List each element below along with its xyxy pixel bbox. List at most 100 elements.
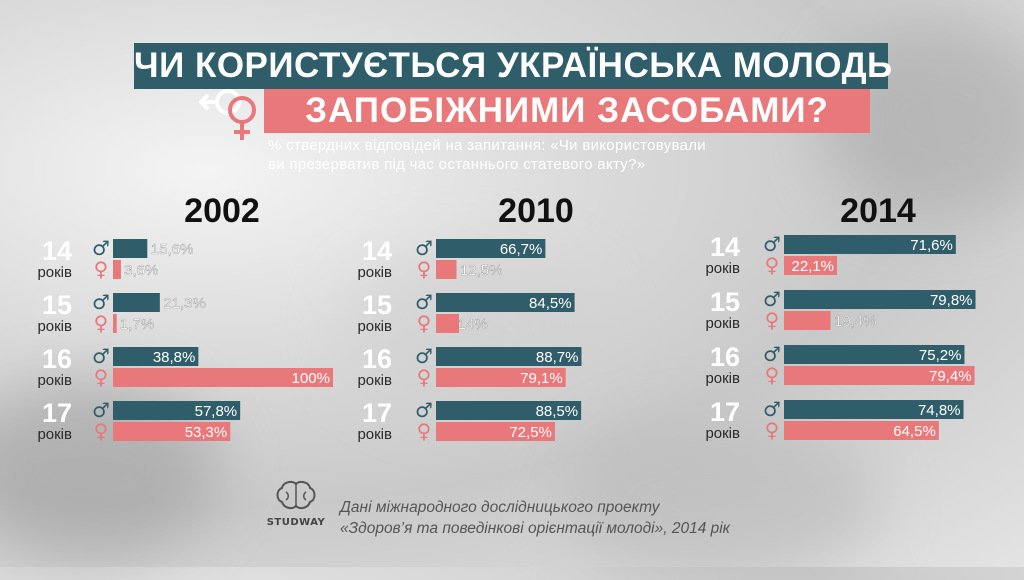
female-icon: ♀ [765, 418, 780, 442]
bar-male [436, 347, 582, 366]
title-line-1: ЧИ КОРИСТУЄТЬСЯ УКРАЇНСЬКА МОЛОДЬ [134, 43, 892, 89]
age-label: 14 [42, 236, 72, 266]
year-2002: 2002 [184, 192, 260, 230]
male-icon: ♂ [415, 290, 433, 314]
age-unit-label: років [357, 318, 392, 335]
age-unit-label: років [357, 426, 392, 443]
value-label: 79,4% [929, 368, 972, 385]
bar-female [113, 260, 121, 279]
bar-female [436, 422, 555, 441]
bar-female [436, 260, 457, 279]
age-unit-label: років [705, 315, 740, 332]
gender-symbol-icon [198, 89, 256, 140]
male-icon: ♂ [92, 290, 110, 314]
age-unit-label: років [37, 372, 72, 389]
year-2010: 2010 [498, 192, 574, 230]
value-label: 1,7% [120, 316, 154, 333]
bar-female [113, 422, 231, 441]
bar-male [436, 239, 546, 258]
female-icon: ♀ [94, 365, 109, 389]
bar-female [113, 314, 117, 333]
age-label: 15 [362, 290, 392, 320]
bar-male [784, 400, 964, 419]
source-line-1: Дані міжнародного дослідницького проекту [340, 499, 660, 516]
age-unit-label: років [705, 425, 740, 442]
male-icon: ♂ [92, 344, 110, 368]
age-label: 16 [362, 344, 392, 374]
subtitle: % ствердних відповідей на запитання: «Чи… [268, 136, 828, 174]
age-unit-label: років [705, 260, 740, 277]
age-label: 17 [42, 398, 72, 428]
bar-male [436, 401, 582, 420]
value-label: 64,5% [893, 423, 936, 440]
age-unit-label: років [357, 372, 392, 389]
value-label: 71,6% [910, 237, 953, 254]
value-label: 3,6% [124, 262, 158, 279]
bar-female [784, 256, 838, 275]
subtitle-line-1: % ствердних відповідей на запитання: «Чи… [268, 137, 706, 154]
title-line-2: ЗАПОБІЖНИМИ ЗАСОБАМИ? [264, 89, 870, 133]
female-icon: ♀ [94, 257, 109, 281]
male-icon: ♂ [415, 236, 433, 260]
bar-female [784, 366, 975, 385]
age-unit-label: років [37, 318, 72, 335]
source-note: Дані міжнародного дослідницького проекту… [340, 497, 730, 539]
bar-male [784, 235, 956, 254]
male-icon: ♂ [92, 236, 110, 260]
brand-logo: STUDWAY [266, 480, 326, 528]
bar-female [436, 368, 566, 387]
value-label: 19,4% [834, 313, 877, 330]
female-icon: ♀ [417, 311, 432, 335]
age-label: 15 [42, 290, 72, 320]
value-label: 66,7% [500, 241, 543, 258]
value-label: 74,8% [918, 402, 961, 419]
subtitle-line-2: ви презерватив під час останнього статев… [268, 156, 646, 173]
age-label: 17 [362, 398, 392, 428]
female-icon: ♀ [417, 419, 432, 443]
value-label: 88,7% [536, 349, 579, 366]
brand-name: STUDWAY [266, 517, 326, 528]
source-line-2: «Здоров’я та поведінкові орієнтації моло… [340, 520, 731, 537]
bar-male [113, 239, 148, 258]
female-icon: ♀ [765, 253, 780, 277]
female-icon: ♀ [417, 365, 432, 389]
year-2014: 2014 [840, 192, 916, 230]
male-icon: ♂ [763, 232, 781, 256]
age-label: 16 [42, 344, 72, 374]
female-icon: ♀ [94, 311, 109, 335]
male-icon: ♂ [92, 398, 110, 422]
bar-female [784, 421, 939, 440]
bar-female [784, 311, 831, 330]
value-label: 12,5% [460, 262, 503, 279]
age-unit-label: років [37, 426, 72, 443]
bar-male [436, 293, 575, 312]
bar-male [784, 345, 965, 364]
value-label: 57,8% [195, 403, 238, 420]
value-label: 75,2% [919, 347, 962, 364]
female-icon: ♀ [94, 419, 109, 443]
male-icon: ♂ [763, 287, 781, 311]
age-unit-label: років [37, 264, 72, 281]
brain-icon [276, 480, 316, 510]
value-label: 15,6% [151, 241, 194, 258]
value-label: 100% [292, 370, 330, 387]
age-label: 14 [710, 232, 740, 262]
age-label: 14 [362, 236, 392, 266]
value-label: 14% [458, 316, 488, 333]
age-label: 15 [710, 287, 740, 317]
bar-female [436, 314, 459, 333]
male-icon: ♂ [415, 344, 433, 368]
age-label: 16 [710, 342, 740, 372]
value-label: 79,8% [930, 292, 973, 309]
male-icon: ♂ [415, 398, 433, 422]
female-icon: ♀ [765, 363, 780, 387]
value-label: 53,3% [185, 424, 228, 441]
bar-male [113, 293, 160, 312]
bar-male [784, 290, 976, 309]
age-label: 17 [710, 397, 740, 427]
value-label: 88,5% [536, 403, 579, 420]
bar-male [113, 401, 241, 420]
value-label: 72,5% [509, 424, 552, 441]
bar-male [113, 347, 199, 366]
